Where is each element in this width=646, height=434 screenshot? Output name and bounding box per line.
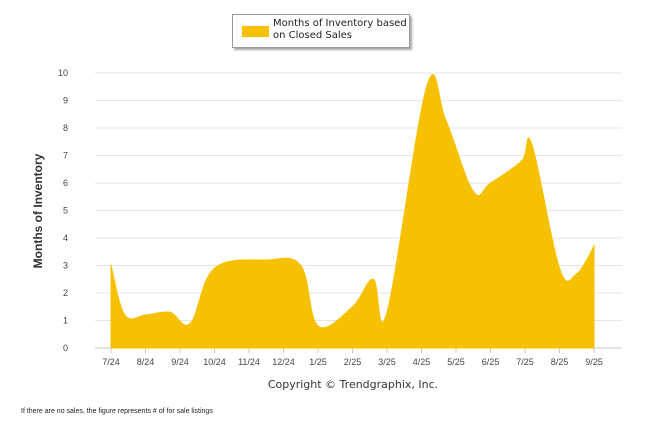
y-tick-label: 5 — [63, 206, 68, 216]
data-point — [472, 190, 475, 193]
data-point — [317, 325, 319, 327]
data-point — [110, 264, 112, 267]
area-fill — [110, 74, 595, 349]
y-tick-label: 10 — [58, 68, 68, 78]
x-axis: 7/24 8/24 9/24 10/24 11/24 12/24 1/25 2/25 3/25 4… — [102, 348, 603, 367]
data-point — [189, 322, 192, 325]
data-point — [489, 182, 492, 184]
data-point — [575, 272, 578, 275]
data-point — [593, 245, 595, 248]
data-point — [444, 118, 447, 121]
data-point — [531, 143, 533, 146]
data-point — [144, 314, 147, 316]
data-point — [168, 311, 171, 314]
y-tick-label: 2 — [63, 288, 68, 298]
x-tick-label: 6/25 — [482, 357, 500, 367]
legend[interactable]: Months of Inventory based on Closed Sale… — [232, 14, 410, 48]
y-tick-label: 6 — [63, 178, 68, 188]
data-point — [425, 85, 428, 88]
data-point — [351, 305, 354, 308]
y-tick-label: 0 — [63, 343, 68, 353]
x-tick-label: 9/25 — [585, 357, 603, 367]
x-tick-label: 11/24 — [238, 357, 260, 367]
x-tick-label: 10/24 — [203, 357, 226, 367]
y-tick-label: 9 — [63, 96, 68, 106]
x-tick-label: 7/25 — [516, 357, 534, 367]
data-point — [520, 160, 523, 162]
legend-label: Months of Inventory based on Closed Sale… — [273, 18, 407, 42]
data-point — [372, 278, 375, 281]
legend-swatch — [242, 26, 269, 37]
x-tick-label: 3/25 — [378, 357, 396, 367]
copyright: Copyright © Trendgraphix, Inc. — [267, 378, 439, 391]
x-tick-label: 8/24 — [137, 357, 155, 367]
x-tick-label: 1/25 — [309, 357, 327, 367]
y-tick-label: 8 — [63, 123, 68, 133]
y-axis-label: Months of Inventory — [31, 153, 45, 268]
y-tick-label: 1 — [63, 316, 68, 326]
y-tick-label: 3 — [63, 261, 68, 271]
x-tick-label: 7/24 — [102, 357, 120, 367]
x-tick-label: 5/25 — [447, 357, 465, 367]
data-point — [265, 259, 268, 261]
x-tick-label: 4/25 — [413, 357, 431, 367]
footnote: If there are no sales, the figure repres… — [21, 408, 213, 415]
y-tick-label: 7 — [63, 151, 68, 161]
x-tick-label: 2/25 — [344, 357, 362, 367]
data-point — [213, 267, 216, 270]
x-tick-label: 8/25 — [551, 357, 569, 367]
gridlines — [95, 72, 622, 349]
data-point — [124, 314, 126, 316]
data-point — [558, 267, 561, 270]
y-tick-label: 4 — [63, 233, 68, 243]
legend-label-line2: on Closed Sales — [273, 30, 353, 41]
data-point — [386, 311, 388, 314]
y-axis: 0 1 2 3 4 5 6 7 8 9 10 — [58, 68, 68, 353]
x-tick-label: 9/24 — [171, 357, 189, 367]
x-tick-label: 12/24 — [272, 357, 295, 367]
legend-label-line1: Months of Inventory based — [273, 18, 407, 29]
area-series — [110, 74, 595, 349]
data-point — [299, 264, 302, 267]
